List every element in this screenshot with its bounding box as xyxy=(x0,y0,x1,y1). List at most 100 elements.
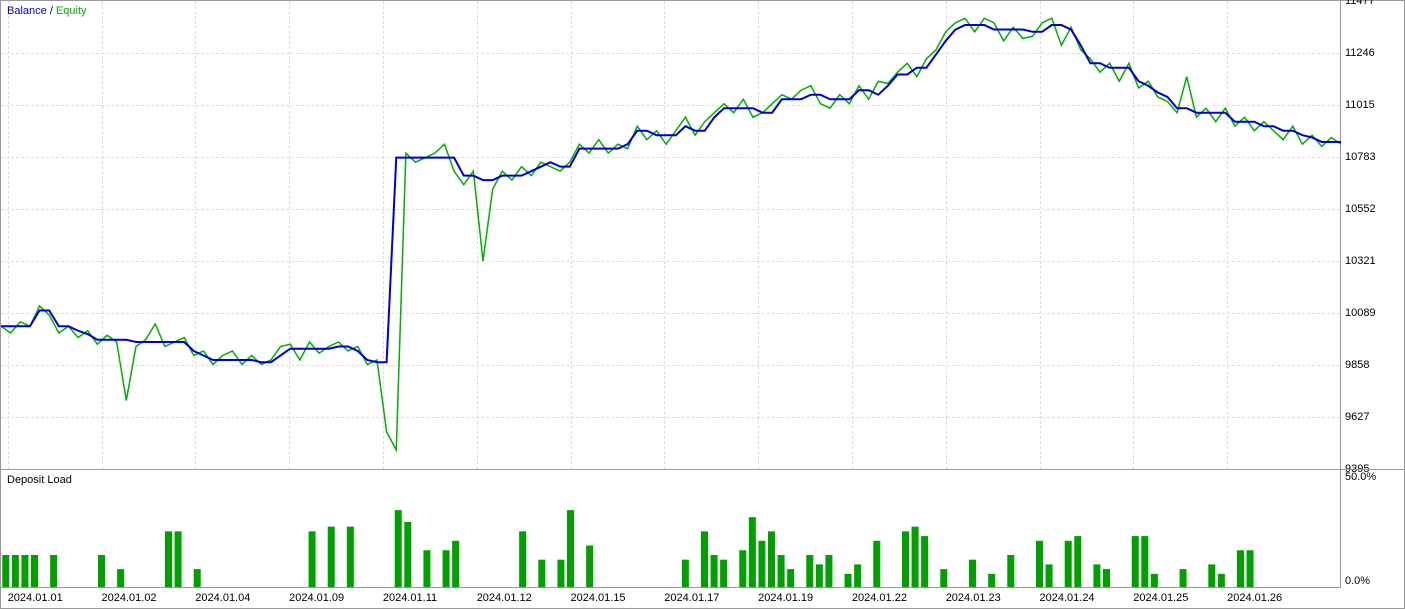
x-tick-label: 2024.01.12 xyxy=(477,592,532,604)
x-tick-label: 2024.01.25 xyxy=(1133,592,1188,604)
balance-line xyxy=(1,25,1341,362)
deposit-load-bar xyxy=(12,555,19,588)
deposit-load-bar xyxy=(567,510,574,588)
sub-y-axis: 50.0% 0.0% xyxy=(1341,469,1405,587)
deposit-load-bar xyxy=(404,522,411,588)
x-tick-label: 2024.01.19 xyxy=(758,592,813,604)
deposit-load-bar xyxy=(1180,569,1187,588)
x-tick-label: 2024.01.26 xyxy=(1227,592,1282,604)
x-tick-label: 2024.01.17 xyxy=(664,592,719,604)
deposit-load-bar xyxy=(1036,541,1043,588)
y-tick-label: 0.0% xyxy=(1345,575,1370,587)
legend-balance-label: Balance xyxy=(7,5,47,17)
deposit-load-bar xyxy=(1218,574,1225,588)
y-tick-label: 10552 xyxy=(1345,203,1376,215)
deposit-load-bar xyxy=(1208,564,1215,588)
deposit-load-bar xyxy=(1132,536,1139,588)
deposit-load-bar xyxy=(1103,569,1110,588)
x-tick-label: 2024.01.09 xyxy=(289,592,344,604)
deposit-load-bar xyxy=(175,531,182,588)
deposit-load-bar xyxy=(1074,536,1081,588)
deposit-load-bar xyxy=(768,531,775,588)
deposit-load-bar xyxy=(749,517,756,588)
deposit-load-bar xyxy=(1007,555,1014,588)
main-chart-svg xyxy=(1,1,1341,469)
deposit-load-bar xyxy=(165,531,172,588)
x-tick-label: 2024.01.24 xyxy=(1040,592,1095,604)
deposit-load-chart: Deposit Load xyxy=(1,469,1341,587)
main-y-axis: 11477 11246 11015 10783 10552 10321 10089 9858 9… xyxy=(1341,1,1405,469)
deposit-load-bar xyxy=(519,531,526,588)
deposit-load-bar xyxy=(969,560,976,588)
deposit-load-bar xyxy=(1151,574,1158,588)
deposit-load-bar xyxy=(1065,541,1072,588)
y-tick-label: 11477 xyxy=(1345,0,1375,7)
deposit-load-bar xyxy=(758,541,765,588)
deposit-load-bar xyxy=(328,527,335,588)
y-tick-label: 11246 xyxy=(1345,47,1375,59)
x-tick-label: 2024.01.04 xyxy=(195,592,250,604)
deposit-load-bar xyxy=(309,531,316,588)
deposit-load-bar xyxy=(117,569,124,588)
deposit-load-bar xyxy=(701,531,708,588)
equity-line xyxy=(1,18,1341,450)
sub-chart-legend: Deposit Load xyxy=(7,474,72,486)
deposit-load-bar xyxy=(194,569,201,588)
deposit-load-bar xyxy=(21,555,28,588)
deposit-load-bar xyxy=(1046,564,1053,588)
y-tick-label: 11015 xyxy=(1345,99,1375,111)
deposit-load-bar xyxy=(1247,550,1254,588)
x-tick-label: 2024.01.02 xyxy=(102,592,157,604)
deposit-load-bar xyxy=(720,560,727,588)
deposit-load-bar xyxy=(988,574,995,588)
deposit-load-bar xyxy=(940,569,947,588)
deposit-load-bar xyxy=(557,560,564,588)
deposit-load-bar xyxy=(1237,550,1244,588)
deposit-load-bar xyxy=(739,550,746,588)
deposit-load-bar xyxy=(921,536,928,588)
y-tick-label: 10783 xyxy=(1345,151,1376,163)
deposit-load-bar xyxy=(873,541,880,588)
deposit-load-bar xyxy=(347,527,354,588)
deposit-load-bar xyxy=(778,555,785,588)
x-tick-label: 2024.01.01 xyxy=(8,592,63,604)
legend-separator: / xyxy=(47,5,56,17)
y-tick-label: 10321 xyxy=(1345,255,1376,267)
x-tick-label: 2024.01.15 xyxy=(571,592,626,604)
chart-container: Balance / Equity 11477 11246 11015 10783 105… xyxy=(0,0,1405,609)
legend-deposit-load-label: Deposit Load xyxy=(7,474,72,486)
x-tick-label: 2024.01.22 xyxy=(852,592,907,604)
legend-equity-label: Equity xyxy=(56,5,87,17)
sub-chart-svg xyxy=(1,470,1341,588)
deposit-load-bar xyxy=(1141,536,1148,588)
deposit-load-bar xyxy=(443,550,450,588)
x-tick-label: 2024.01.23 xyxy=(946,592,1001,604)
x-axis: 2024.01.01 2024.01.02 2024.01.04 2024.01.09… xyxy=(1,587,1341,609)
deposit-load-bar xyxy=(816,564,823,588)
deposit-load-bar xyxy=(902,531,909,588)
deposit-load-bar xyxy=(452,541,459,588)
deposit-load-bar xyxy=(825,555,832,588)
y-tick-label: 50.0% xyxy=(1345,471,1376,483)
x-tick-label: 2024.01.11 xyxy=(383,592,437,604)
deposit-load-bar xyxy=(50,555,57,588)
deposit-load-bar xyxy=(845,574,852,588)
deposit-load-bar xyxy=(682,560,689,588)
deposit-load-bar xyxy=(395,510,402,588)
y-tick-label: 9627 xyxy=(1345,411,1369,423)
deposit-load-bar xyxy=(586,546,593,588)
deposit-load-bar xyxy=(423,550,430,588)
deposit-load-bar xyxy=(912,527,919,588)
deposit-load-bar xyxy=(98,555,105,588)
deposit-load-bar xyxy=(538,560,545,588)
deposit-load-bar xyxy=(854,564,861,588)
main-chart-legend: Balance / Equity xyxy=(7,5,87,17)
y-tick-label: 10089 xyxy=(1345,307,1376,319)
deposit-load-bar xyxy=(787,569,794,588)
y-tick-label: 9858 xyxy=(1345,359,1369,371)
deposit-load-bar xyxy=(806,555,813,588)
deposit-load-bar xyxy=(711,555,718,588)
balance-equity-chart: Balance / Equity xyxy=(1,1,1341,469)
deposit-load-bar xyxy=(31,555,38,588)
deposit-load-bar xyxy=(2,555,9,588)
